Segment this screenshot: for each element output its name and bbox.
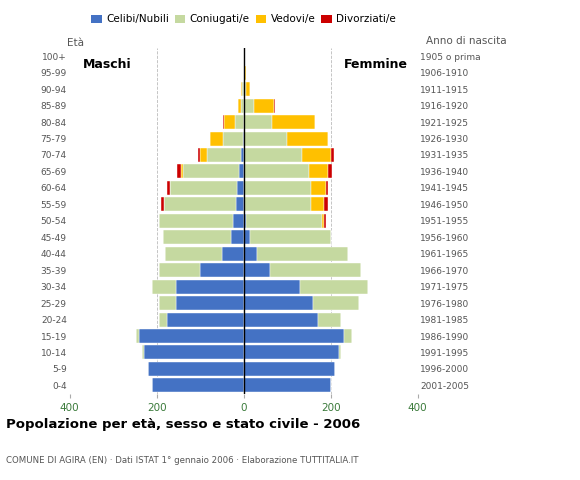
Bar (222, 247, 244, 261)
Bar (200, 263, 244, 277)
Bar (168, 181, 169, 195)
Text: COMUNE DI AGIRA (EN) · Dati ISTAT 1° gennaio 2006 · Elaborazione TUTTITALIA.IT: COMUNE DI AGIRA (EN) · Dati ISTAT 1° gen… (6, 456, 358, 465)
Bar (144, 346, 244, 360)
Bar (159, 263, 200, 277)
Bar (177, 165, 180, 179)
Text: Popolazione per età, sesso e stato civile - 2006: Popolazione per età, sesso e stato civil… (6, 418, 360, 431)
Bar (241, 148, 244, 162)
Bar (165, 247, 222, 261)
Bar (233, 214, 244, 228)
Bar (239, 165, 244, 179)
Text: Età: Età (67, 38, 85, 48)
Legend: Celibi/Nubili, Coniugati/e, Vedovi/e, Divorziati/e: Celibi/Nubili, Coniugati/e, Vedovi/e, Di… (87, 10, 400, 28)
Bar (206, 148, 241, 162)
Bar (244, 197, 311, 211)
Bar (168, 312, 244, 326)
Bar (176, 296, 244, 310)
Bar (242, 82, 244, 96)
Bar (159, 214, 233, 228)
Bar (274, 98, 276, 113)
Bar (244, 247, 256, 261)
Bar (223, 132, 242, 145)
Bar (244, 98, 255, 113)
Bar (287, 132, 328, 145)
Bar (272, 115, 316, 129)
Bar (343, 329, 352, 343)
Bar (136, 329, 139, 343)
Bar (302, 148, 331, 162)
Bar (244, 181, 311, 195)
Bar (244, 362, 335, 376)
Bar (324, 197, 328, 211)
Bar (255, 98, 274, 113)
Bar (169, 181, 237, 195)
Bar (244, 214, 246, 228)
Bar (210, 132, 223, 145)
Bar (142, 346, 144, 360)
Bar (198, 148, 200, 162)
Bar (235, 115, 244, 129)
Bar (230, 230, 244, 244)
Bar (244, 132, 287, 145)
Bar (244, 263, 270, 277)
Bar (223, 115, 224, 129)
Bar (244, 148, 302, 162)
Bar (242, 132, 244, 145)
Bar (309, 165, 328, 179)
Bar (152, 378, 244, 392)
Bar (250, 230, 331, 244)
Bar (244, 165, 309, 179)
Bar (324, 214, 326, 228)
Bar (164, 197, 235, 211)
Bar (200, 148, 206, 162)
Bar (237, 181, 244, 195)
Bar (238, 98, 241, 113)
Bar (161, 197, 164, 211)
Bar (331, 148, 334, 162)
Bar (163, 230, 230, 244)
Bar (159, 312, 168, 326)
Bar (318, 312, 342, 326)
Text: Femmine: Femmine (343, 58, 408, 71)
Bar (311, 197, 324, 211)
Text: Anno di nascita: Anno di nascita (426, 36, 507, 46)
Bar (244, 82, 246, 96)
Bar (244, 329, 343, 343)
Bar (339, 346, 342, 360)
Bar (244, 296, 313, 310)
Bar (244, 230, 250, 244)
Bar (244, 115, 272, 129)
Bar (180, 165, 183, 179)
Bar (322, 214, 324, 228)
Bar (235, 197, 244, 211)
Bar (313, 296, 359, 310)
Bar (311, 181, 326, 195)
Bar (244, 378, 331, 392)
Bar (139, 329, 244, 343)
Bar (244, 66, 246, 80)
Bar (176, 280, 244, 294)
Bar (244, 280, 300, 294)
Bar (270, 263, 361, 277)
Bar (241, 82, 242, 96)
Bar (326, 181, 328, 195)
Text: Maschi: Maschi (83, 58, 131, 71)
Bar (152, 280, 176, 294)
Bar (241, 98, 244, 113)
Bar (244, 346, 339, 360)
Bar (246, 82, 250, 96)
Bar (159, 296, 176, 310)
Bar (224, 115, 235, 129)
Bar (328, 165, 332, 179)
Bar (148, 362, 244, 376)
Bar (183, 165, 239, 179)
Bar (256, 247, 348, 261)
Bar (244, 312, 318, 326)
Bar (246, 214, 322, 228)
Bar (300, 280, 368, 294)
